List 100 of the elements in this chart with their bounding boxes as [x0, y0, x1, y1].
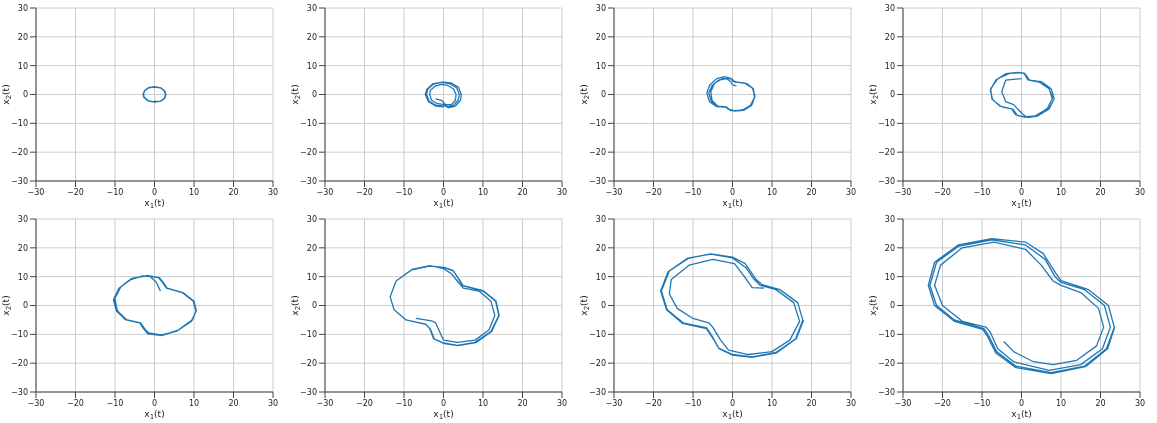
line-series: [112, 274, 198, 337]
x-tick-label: −20: [934, 187, 951, 197]
x-tick-label: −20: [934, 398, 951, 408]
x-tick-label: 30: [1134, 187, 1146, 197]
y-tick-label: −10: [11, 330, 28, 340]
y-tick-label: 30: [306, 214, 317, 224]
y-tick-label: 30: [306, 3, 317, 13]
x-tick-label: −10: [395, 187, 413, 197]
x-tick-label: 0: [729, 398, 736, 408]
x-tick-label: −10: [106, 187, 124, 197]
x-tick-label: 10: [766, 398, 778, 408]
y-tick-label: 20: [884, 243, 895, 253]
x-tick-label: 0: [729, 187, 736, 197]
x-tick-label: 0: [440, 398, 447, 408]
y-tick-label: 30: [595, 214, 606, 224]
y-tick-label: 20: [595, 243, 606, 253]
line-series: [989, 71, 1055, 119]
y-tick-label: 0: [889, 301, 895, 311]
y-tick-label: −10: [300, 330, 317, 340]
x-axis-title: x$_{1}$(t): [433, 198, 454, 210]
x-tick-label: 10: [766, 187, 778, 197]
x-tick-label: 20: [806, 398, 817, 408]
y-tick-label: −30: [589, 387, 606, 397]
y-tick-label: 30: [595, 3, 606, 13]
x-tick-label: −10: [973, 398, 991, 408]
y-tick-label: 20: [306, 32, 317, 42]
x-tick-label: 10: [477, 187, 489, 197]
x-axis-title: x$_{1}$(t): [722, 198, 743, 210]
y-tick-label: 30: [884, 3, 895, 13]
x-tick-label: 20: [228, 187, 239, 197]
y-tick-label: 10: [595, 61, 606, 71]
y-tick-label: 0: [311, 301, 317, 311]
y-tick-label: 30: [17, 214, 28, 224]
x-tick-label: −20: [356, 398, 373, 408]
x-axis-title: x$_{1}$(t): [1011, 409, 1032, 421]
y-tick-label: 10: [306, 61, 317, 71]
y-tick-label: −30: [11, 176, 28, 186]
x-tick-label: 20: [1095, 187, 1106, 197]
y-tick-label: 0: [311, 90, 317, 100]
x-tick-label: 10: [188, 398, 200, 408]
x-tick-label: 10: [1055, 398, 1067, 408]
x-tick-label: 0: [1018, 398, 1025, 408]
x-tick-label: −10: [684, 398, 702, 408]
y-tick-label: 0: [600, 90, 606, 100]
y-tick-label: −30: [300, 176, 317, 186]
y-tick-label: −10: [589, 119, 606, 129]
x-tick-label: 30: [845, 398, 857, 408]
x-axis-title: x$_{1}$(t): [722, 409, 743, 421]
y-tick-label: 10: [17, 61, 28, 71]
y-tick-label: −30: [589, 176, 606, 186]
x-tick-label: 20: [806, 187, 817, 197]
y-tick-label: 30: [884, 214, 895, 224]
line-series: [389, 265, 500, 347]
x-tick-label: 0: [151, 187, 158, 197]
y-tick-label: −10: [589, 330, 606, 340]
y-tick-label: 20: [17, 32, 28, 42]
y-tick-label: 0: [889, 90, 895, 100]
x-tick-label: −20: [356, 187, 373, 197]
y-tick-label: 0: [22, 90, 28, 100]
x-axis-title: x$_{1}$(t): [144, 409, 165, 421]
y-tick-label: −20: [300, 148, 317, 158]
x-tick-label: 20: [517, 187, 528, 197]
y-tick-label: −10: [11, 119, 28, 129]
x-tick-label: 20: [1095, 398, 1106, 408]
x-tick-label: 0: [151, 398, 158, 408]
x-axis-title: x$_{1}$(t): [1011, 198, 1032, 210]
y-tick-label: 10: [884, 61, 895, 71]
x-tick-label: 30: [556, 398, 568, 408]
y-tick-label: −20: [11, 148, 28, 158]
x-tick-label: −20: [67, 187, 84, 197]
y-tick-label: −20: [878, 148, 895, 158]
x-tick-label: 30: [845, 187, 857, 197]
x-tick-label: 20: [517, 398, 528, 408]
y-tick-label: 20: [17, 243, 28, 253]
x-tick-label: 10: [188, 187, 200, 197]
x-tick-label: 20: [228, 398, 239, 408]
y-tick-label: −30: [300, 387, 317, 397]
y-tick-label: −20: [589, 148, 606, 158]
x-tick-label: 30: [267, 398, 279, 408]
x-tick-label: 0: [440, 187, 447, 197]
y-tick-label: 20: [306, 243, 317, 253]
y-tick-label: −20: [11, 359, 28, 369]
x-tick-label: −10: [395, 398, 413, 408]
y-tick-label: −30: [878, 387, 895, 397]
y-tick-label: 20: [884, 32, 895, 42]
y-tick-label: −30: [878, 176, 895, 186]
x-tick-label: 10: [477, 398, 489, 408]
x-tick-label: 0: [1018, 187, 1025, 197]
y-tick-label: 10: [306, 272, 317, 282]
y-tick-label: −20: [589, 359, 606, 369]
x-tick-label: 30: [1134, 398, 1146, 408]
y-tick-label: 10: [595, 272, 606, 282]
line-series: [706, 75, 756, 112]
x-tick-label: −20: [67, 398, 84, 408]
y-tick-label: 10: [884, 272, 895, 282]
x-tick-label: −10: [106, 398, 124, 408]
y-tick-label: −30: [11, 387, 28, 397]
y-tick-label: 10: [17, 272, 28, 282]
line-series: [424, 81, 462, 109]
x-tick-label: 10: [1055, 187, 1067, 197]
